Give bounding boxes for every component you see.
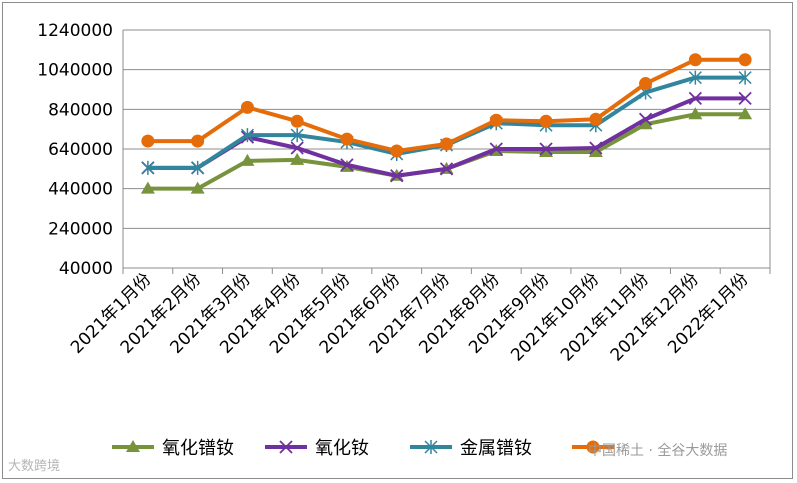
y-tick-label: 40000 [59,259,113,279]
data-point [439,162,454,176]
data-point [191,134,205,148]
data-point [639,77,653,91]
data-point [340,158,354,172]
y-tick-label: 640000 [48,140,113,160]
legend-label: 氧化镨钕 [162,438,234,459]
y-tick-label: 1040000 [37,61,113,81]
legend-label: 氧化钕 [315,438,369,459]
data-point [638,117,653,130]
data-point [191,160,205,175]
data-point [738,107,753,120]
y-tick-label: 240000 [48,219,113,239]
data-point [141,134,155,148]
series-line-4 [147,57,746,153]
data-point [240,100,254,114]
data-point [539,114,553,128]
data-point [738,91,752,106]
data-point [190,181,205,194]
data-point [688,53,702,67]
data-point [290,141,304,155]
data-point [589,141,603,155]
data-point [738,53,752,67]
data-point [390,144,404,158]
data-point [489,113,503,127]
data-point [688,91,702,106]
y-tick-label: 840000 [48,100,113,120]
watermark-left: 大数跨境 [8,459,61,474]
legend-label: 金属镨钕 [460,438,532,459]
data-point [638,112,653,126]
legend-marker [126,440,140,452]
data-point [290,128,304,143]
data-point [390,169,404,183]
x-tick-label: 2021年10月份 [507,269,603,365]
data-point [290,152,305,165]
data-point [589,112,603,126]
data-point [141,160,155,175]
watermark-right: 中国稀土 · 全谷大数据 [588,443,728,459]
data-point [240,153,255,166]
y-tick-label: 1240000 [37,21,113,41]
data-point [240,128,254,143]
data-point [489,142,503,156]
data-point [440,137,453,151]
y-tick-label: 440000 [48,180,113,200]
x-tick-label: 2021年12月份 [607,269,703,365]
data-point [588,144,603,157]
x-tick-label: 2021年11月份 [557,269,653,365]
legend-marker [424,440,438,454]
legend-marker [586,440,600,454]
data-point [140,181,155,194]
data-point [539,142,553,156]
data-point [290,114,304,128]
legend-marker [279,440,293,454]
data-point [688,107,703,120]
data-point [688,70,702,85]
data-point [340,132,354,146]
data-point [738,70,752,85]
